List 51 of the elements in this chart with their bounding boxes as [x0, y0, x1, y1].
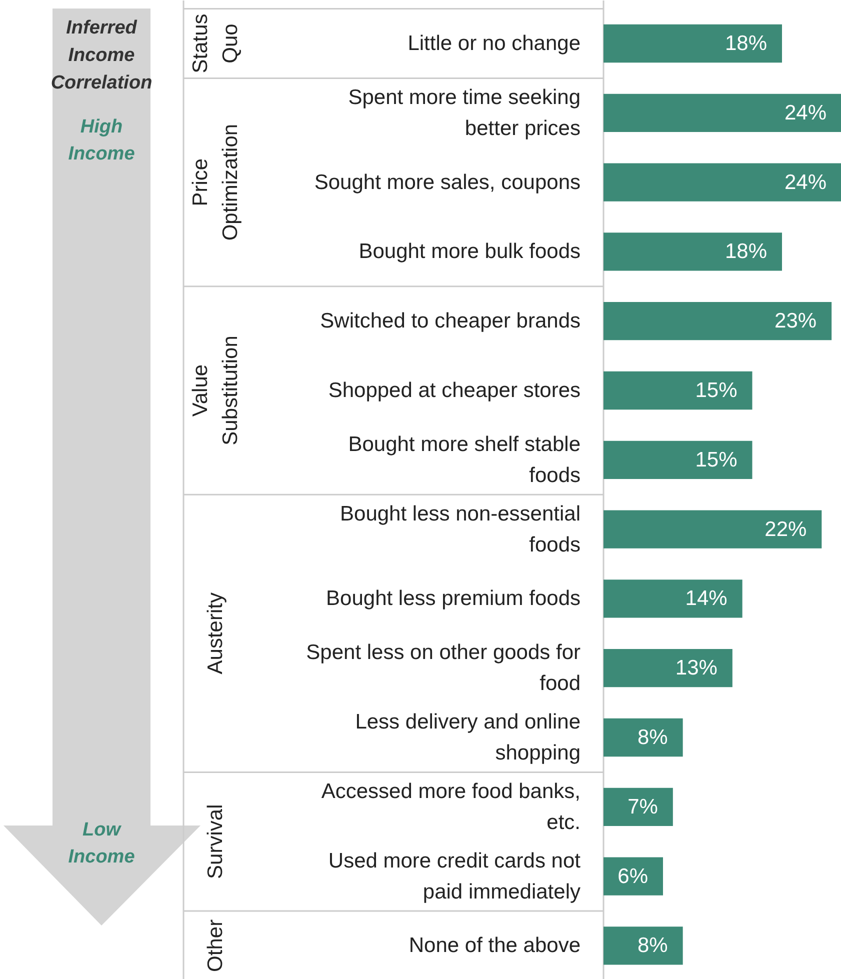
bar: [604, 163, 841, 202]
text: High Income: [68, 116, 136, 165]
bar: [604, 649, 732, 688]
text: Price Optimization: [189, 124, 242, 241]
data-label: 18%: [724, 240, 767, 264]
y-tick-label: Less delivery and online shopping: [355, 710, 581, 765]
text: Value Substitution: [189, 336, 242, 446]
y-tick-label: None of the above: [408, 934, 581, 958]
bar: [604, 926, 683, 965]
bar: [604, 302, 832, 340]
data-label: 13%: [675, 656, 718, 680]
text: Other: [204, 919, 227, 972]
bar: [604, 371, 752, 410]
data-label: 8%: [637, 934, 668, 958]
bar: [604, 788, 673, 826]
text: Austerity: [204, 592, 227, 674]
data-label: 24%: [784, 170, 826, 194]
text: Inferred Income Correlation: [50, 18, 152, 94]
y-tick-label: Spent more time seeking better prices: [348, 86, 581, 140]
y-tick-label: Shopped at cheaper stores: [328, 379, 581, 402]
bar: [604, 580, 742, 618]
data-label: 14%: [685, 587, 728, 610]
y-tick-label: Switched to cheaper brands: [320, 310, 580, 333]
y-tick-label: Bought more bulk foods: [358, 240, 581, 264]
data-label: 7%: [628, 795, 658, 818]
y-tick-label: Used more credit cards not paid immediately: [328, 849, 581, 904]
data-label: 23%: [774, 310, 817, 333]
data-label: 15%: [695, 379, 738, 402]
bar: [604, 440, 752, 479]
y-tick-label: Sought more sales, coupons: [314, 170, 581, 194]
y-tick-label: Accessed more food banks, etc.: [321, 780, 581, 834]
bar: [604, 24, 782, 63]
y-tick-label: Bought less non-essential foods: [340, 502, 581, 556]
bar: [604, 510, 822, 548]
data-label: 24%: [784, 101, 826, 124]
data-label: 15%: [695, 448, 738, 472]
text: Status Quo: [189, 14, 242, 74]
data-label: 18%: [724, 32, 767, 55]
bar: [604, 857, 663, 896]
data-label: 22%: [764, 518, 807, 541]
bar: [604, 718, 683, 757]
bar: [604, 232, 782, 271]
data-label: 8%: [637, 726, 668, 749]
y-tick-label: Bought less premium foods: [326, 587, 581, 610]
text: Low Income: [68, 819, 136, 868]
text: Survival: [204, 804, 227, 879]
y-tick-label: Little or no change: [408, 32, 581, 55]
y-tick-label: Bought more shelf stable foods: [348, 432, 581, 487]
y-tick-label: Spent less on other goods for food: [306, 641, 581, 696]
bar: [604, 94, 841, 132]
data-label: 6%: [618, 864, 648, 888]
